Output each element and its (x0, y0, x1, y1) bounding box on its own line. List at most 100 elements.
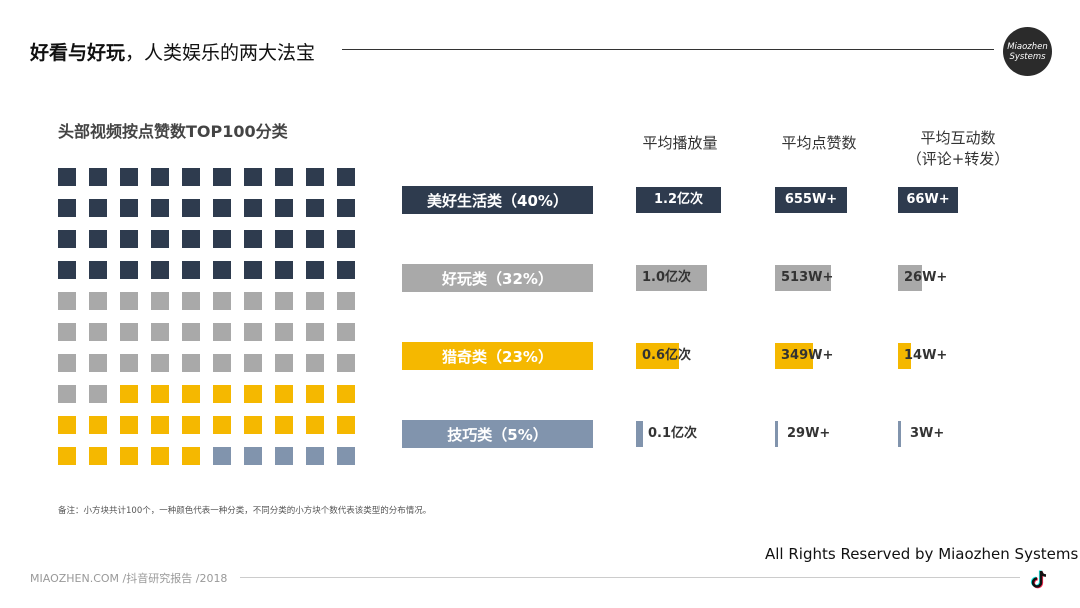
waffle-square (120, 230, 138, 248)
waffle-square (120, 292, 138, 310)
waffle-square (58, 323, 76, 341)
category-label: 美好生活类（40%） (402, 186, 593, 214)
waffle-square (89, 292, 107, 310)
waffle-square (337, 292, 355, 310)
waffle-square (275, 447, 293, 465)
waffle-square (306, 416, 324, 434)
waffle-square (89, 230, 107, 248)
waffle-square (306, 230, 324, 248)
title-divider (342, 49, 994, 50)
value-bar-plays (636, 265, 707, 291)
waffle-square (182, 323, 200, 341)
waffle-square (182, 292, 200, 310)
category-label: 好玩类（32%） (402, 264, 593, 292)
value-bar-plays (636, 421, 643, 447)
value-bar-likes (775, 343, 813, 369)
waffle-square (244, 261, 262, 279)
waffle-square (151, 292, 169, 310)
waffle-square (151, 447, 169, 465)
chart-title: 头部视频按点赞数TOP100分类 (58, 122, 288, 141)
value-label-likes: 513W+ (781, 270, 834, 285)
waffle-square (182, 354, 200, 372)
waffle-square (182, 385, 200, 403)
waffle-square (58, 354, 76, 372)
waffle-square (151, 199, 169, 217)
waffle-square (213, 168, 231, 186)
value-label-plays: 0.1亿次 (648, 426, 698, 441)
waffle-square (58, 261, 76, 279)
waffle-square (244, 168, 262, 186)
title-bold: 好看与好玩 (30, 42, 126, 64)
waffle-square (213, 323, 231, 341)
value-bar-plays (636, 343, 679, 369)
waffle-square (120, 199, 138, 217)
value-bar-plays (636, 187, 721, 213)
value-label-interactions: 26W+ (904, 270, 948, 285)
waffle-square (58, 292, 76, 310)
col-header-likes: 平均点赞数 (781, 134, 857, 152)
waffle-square (244, 416, 262, 434)
waffle-square (151, 385, 169, 403)
category-label: 猎奇类（23%） (402, 342, 593, 370)
waffle-square (89, 354, 107, 372)
waffle-square (275, 323, 293, 341)
waffle-square (89, 385, 107, 403)
waffle-square (306, 354, 324, 372)
page-title: 好看与好玩，人类娱乐的两大法宝 (30, 38, 315, 65)
waffle-square (306, 199, 324, 217)
waffle-square (182, 199, 200, 217)
waffle-square (306, 447, 324, 465)
miaozhen-logo: Miaozhen Systems (1003, 27, 1052, 76)
logo-line2: Systems (1009, 51, 1046, 62)
value-label-plays: 0.6亿次 (642, 348, 692, 363)
waffle-square (306, 292, 324, 310)
waffle-square (89, 168, 107, 186)
col-header-interactions-title: 平均互动数 (920, 129, 996, 147)
waffle-square (120, 447, 138, 465)
waffle-square (213, 385, 231, 403)
footer-divider (240, 577, 1020, 578)
waffle-square (151, 261, 169, 279)
waffle-square (120, 323, 138, 341)
waffle-square (89, 199, 107, 217)
category-label: 技巧类（5%） (402, 420, 593, 448)
waffle-square (182, 261, 200, 279)
waffle-square (337, 168, 355, 186)
waffle-square (244, 199, 262, 217)
waffle-square (337, 230, 355, 248)
waffle-square (337, 323, 355, 341)
waffle-square (275, 416, 293, 434)
waffle-square (275, 199, 293, 217)
waffle-square (244, 292, 262, 310)
waffle-square (337, 416, 355, 434)
col-header-plays: 平均播放量 (642, 134, 718, 152)
waffle-square (89, 261, 107, 279)
waffle-square (213, 261, 231, 279)
waffle-square (213, 292, 231, 310)
waffle-square (182, 416, 200, 434)
waffle-square (120, 354, 138, 372)
waffle-square (275, 168, 293, 186)
waffle-square (120, 261, 138, 279)
value-label-likes: 349W+ (781, 348, 834, 363)
waffle-square (275, 385, 293, 403)
waffle-square (58, 230, 76, 248)
tiktok-icon (1030, 570, 1047, 589)
waffle-square (182, 447, 200, 465)
waffle-square (275, 354, 293, 372)
logo-line1: Miaozhen (1007, 41, 1048, 52)
waffle-square (306, 261, 324, 279)
rights-text: All Rights Reserved by Miaozhen Systems (765, 545, 1079, 563)
waffle-square (306, 323, 324, 341)
value-label-interactions: 66W+ (906, 192, 950, 207)
waffle-square (213, 416, 231, 434)
waffle-square (120, 168, 138, 186)
value-bar-likes (775, 265, 831, 291)
waffle-square (337, 447, 355, 465)
title-rest: ，人类娱乐的两大法宝 (125, 42, 316, 64)
col-header-interactions: 平均互动数 （评论+转发） (903, 128, 1013, 170)
waffle-square (151, 230, 169, 248)
waffle-square (213, 447, 231, 465)
waffle-grid (58, 168, 358, 470)
waffle-square (89, 416, 107, 434)
